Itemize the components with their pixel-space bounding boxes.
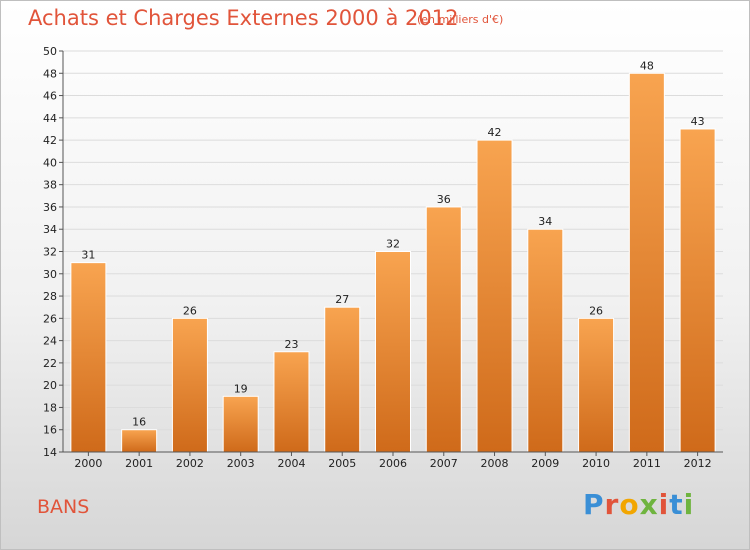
y-tick-label: 22 — [43, 357, 57, 370]
value-label-2006: 32 — [386, 238, 400, 251]
x-tick-label-2005: 2005 — [328, 457, 356, 470]
y-tick-label: 44 — [43, 112, 57, 125]
logo-letter: t — [669, 488, 684, 521]
bar-2000[interactable] — [70, 262, 107, 453]
bar-2008[interactable] — [476, 139, 513, 453]
axes — [59, 50, 723, 456]
y-tick-label: 34 — [43, 223, 57, 236]
chart-title: Achats et Charges Externes 2000 à 2012 — [28, 6, 459, 30]
y-tick-label: 50 — [43, 45, 57, 58]
town-name: BANS — [37, 496, 90, 518]
value-label-2004: 23 — [284, 338, 298, 351]
y-tick-label: 46 — [43, 90, 57, 103]
bar-2009[interactable] — [527, 228, 564, 453]
y-tick-label: 20 — [43, 379, 57, 392]
proxiti-logo[interactable]: Proxiti — [583, 488, 694, 521]
logo-letter: P — [583, 488, 605, 521]
value-label-2003: 19 — [234, 382, 248, 395]
y-tick-label: 24 — [43, 335, 57, 348]
value-label-2000: 31 — [81, 249, 95, 262]
bar-2010[interactable] — [578, 317, 615, 453]
logo-letter: x — [639, 488, 659, 521]
y-tick-label: 14 — [43, 446, 57, 459]
y-tick-label: 16 — [43, 424, 57, 437]
chart-subtitle: (en milliers d'€) — [417, 13, 504, 26]
logo-letter: r — [604, 488, 620, 521]
x-tick-label-2002: 2002 — [176, 457, 204, 470]
y-tick-label: 40 — [43, 156, 57, 169]
bar-2002[interactable] — [171, 317, 208, 453]
logo-letter: i — [683, 488, 695, 521]
x-tick-label-2008: 2008 — [481, 457, 509, 470]
x-tick-label-2011: 2011 — [633, 457, 661, 470]
value-label-2007: 36 — [437, 193, 451, 206]
x-tick-label-2010: 2010 — [582, 457, 610, 470]
x-tick-label-2007: 2007 — [430, 457, 458, 470]
value-label-2001: 16 — [132, 416, 146, 429]
bar-2005[interactable] — [324, 306, 361, 453]
x-tick-label-2004: 2004 — [277, 457, 305, 470]
y-tick-label: 48 — [43, 67, 57, 80]
labels: 14 16 18 20 22 24 26 28 30 32 34 36 38 40 42 44 46 48 50 31… — [43, 45, 712, 470]
y-tick-label: 36 — [43, 201, 57, 214]
x-tick-label-2000: 2000 — [74, 457, 102, 470]
value-label-2011: 48 — [640, 59, 654, 72]
bars — [70, 72, 716, 453]
y-tick-label: 26 — [43, 312, 57, 325]
value-label-2005: 27 — [335, 293, 349, 306]
y-tick-label: 28 — [43, 290, 57, 303]
logo-letter: o — [619, 488, 640, 521]
y-tick-label: 32 — [43, 246, 57, 259]
bar-2007[interactable] — [425, 206, 462, 453]
bar-2011[interactable] — [628, 72, 665, 453]
x-tick-label-2012: 2012 — [684, 457, 712, 470]
x-tick-label-2009: 2009 — [531, 457, 559, 470]
y-tick-label: 38 — [43, 179, 57, 192]
bar-2001[interactable] — [121, 429, 158, 453]
y-tick-label: 18 — [43, 401, 57, 414]
x-tick-label-2003: 2003 — [227, 457, 255, 470]
y-tick-label: 30 — [43, 268, 57, 281]
value-label-2010: 26 — [589, 304, 603, 317]
bar-2012[interactable] — [679, 128, 716, 453]
value-label-2009: 34 — [538, 215, 552, 228]
x-tick-label-2001: 2001 — [125, 457, 153, 470]
value-label-2012: 43 — [691, 115, 705, 128]
bar-2003[interactable] — [222, 395, 259, 453]
y-tick-label: 42 — [43, 134, 57, 147]
value-label-2008: 42 — [488, 126, 502, 139]
logo-letter: i — [658, 488, 670, 521]
bar-2004[interactable] — [273, 351, 310, 453]
x-tick-label-2006: 2006 — [379, 457, 407, 470]
bar-2006[interactable] — [375, 251, 411, 453]
value-label-2002: 26 — [183, 304, 197, 317]
